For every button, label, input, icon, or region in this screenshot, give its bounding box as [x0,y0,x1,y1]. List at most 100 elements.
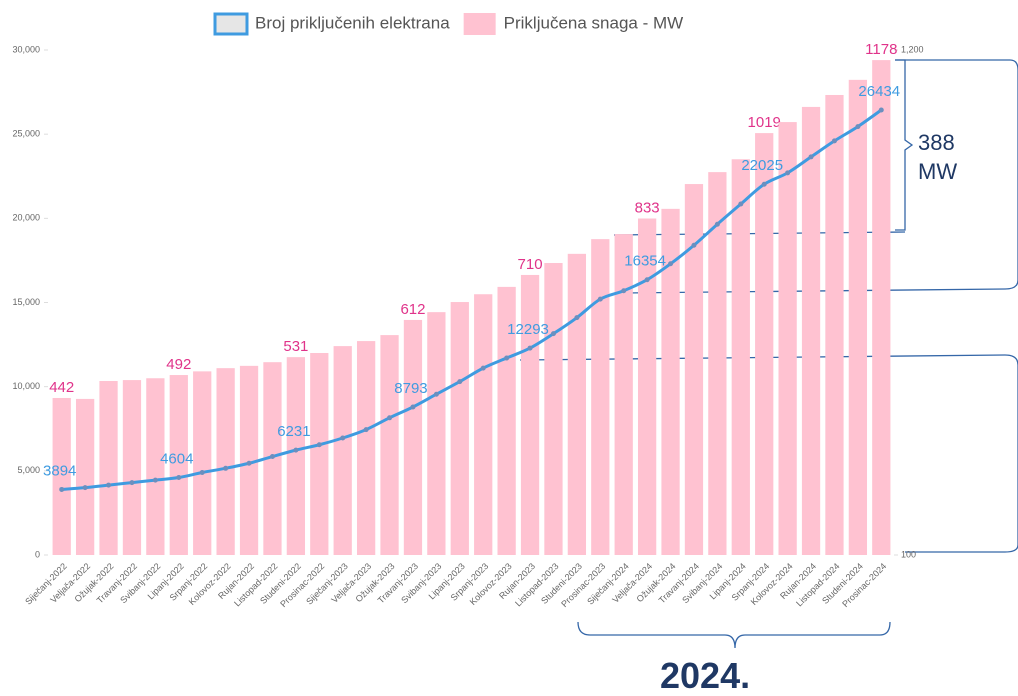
point [457,379,463,385]
y-tick-label: 20,000 [12,213,40,223]
point [199,470,205,476]
point [738,201,744,207]
point [691,242,697,248]
bar [778,122,797,555]
point [269,454,275,460]
point [761,181,767,187]
bar [333,346,352,555]
annotation: 2024. [660,655,751,696]
bar [474,294,493,555]
annotation: 388 MW [918,130,958,184]
y-tick-label: 30,000 [12,44,40,54]
y-tick-label: 0 [35,549,40,559]
point [82,485,88,491]
legend-swatch [213,12,249,36]
point [223,465,229,471]
bar [661,208,680,555]
point [668,261,674,267]
y-tick-label: 25,000 [12,129,40,139]
bar [637,218,657,555]
bar [614,234,633,555]
bar [239,365,259,555]
bar [708,172,727,556]
bar [216,368,235,555]
bar [427,312,446,555]
point [106,482,112,488]
point [480,365,486,371]
point [246,460,252,466]
bar [286,357,306,555]
bar [591,239,610,556]
bar-label: 710 [518,256,543,273]
bar-label: 492 [166,356,191,373]
bar [825,94,844,555]
bar [567,253,587,555]
bar [356,341,376,555]
line-label: 22025 [741,157,783,174]
line-label: 4604 [160,450,193,467]
bar [146,378,165,555]
bar-label: 442 [49,379,74,396]
point [878,107,884,113]
bar [801,106,821,555]
bar [731,159,750,555]
point [644,277,650,283]
bar-label: 612 [400,301,425,318]
point [785,170,791,176]
point [410,404,416,410]
line-label: 12293 [507,321,549,338]
y-tick-label: 10,000 [12,381,40,391]
line-label: 6231 [277,423,310,440]
point [152,477,158,483]
bar-label: 1178 [865,41,897,58]
line-label: 26434 [858,83,900,100]
point [59,486,65,492]
bar [52,397,71,555]
point [293,447,299,453]
point [714,221,720,227]
bar [99,381,118,555]
y-tick-label: 5,000 [17,465,40,475]
bar-label: 1019 [748,114,781,131]
line-label: 3894 [43,462,76,479]
point [129,480,135,486]
bar [520,274,540,555]
legend-label: Priključena snaga - MW [504,13,684,32]
bar [122,380,142,555]
bar [544,263,563,555]
bar [872,60,891,555]
legend-swatch [463,13,496,35]
point [597,296,603,302]
bar [497,286,516,555]
point [363,427,369,433]
bar [310,353,329,555]
bar [380,335,399,555]
bar [75,398,95,555]
bar [755,133,774,555]
point [387,415,393,421]
bar [848,79,868,555]
point [527,345,533,351]
bar-label: 531 [283,338,308,355]
point [808,154,814,160]
point [621,288,627,294]
y2-tick-label: 1,200 [901,44,924,54]
legend-label: Broj priključenih elektrana [255,13,450,32]
point [433,391,439,397]
y2-tick-label: 100 [901,549,916,559]
point [855,124,861,130]
point [831,138,837,144]
point [550,331,556,337]
bar [403,319,423,555]
bar-label: 833 [635,199,660,216]
point [316,442,322,448]
point [504,355,510,361]
line-label: 16354 [624,253,666,270]
point [176,474,182,480]
bar [169,375,188,555]
point [340,435,346,441]
bar [193,371,212,555]
point [574,315,580,321]
